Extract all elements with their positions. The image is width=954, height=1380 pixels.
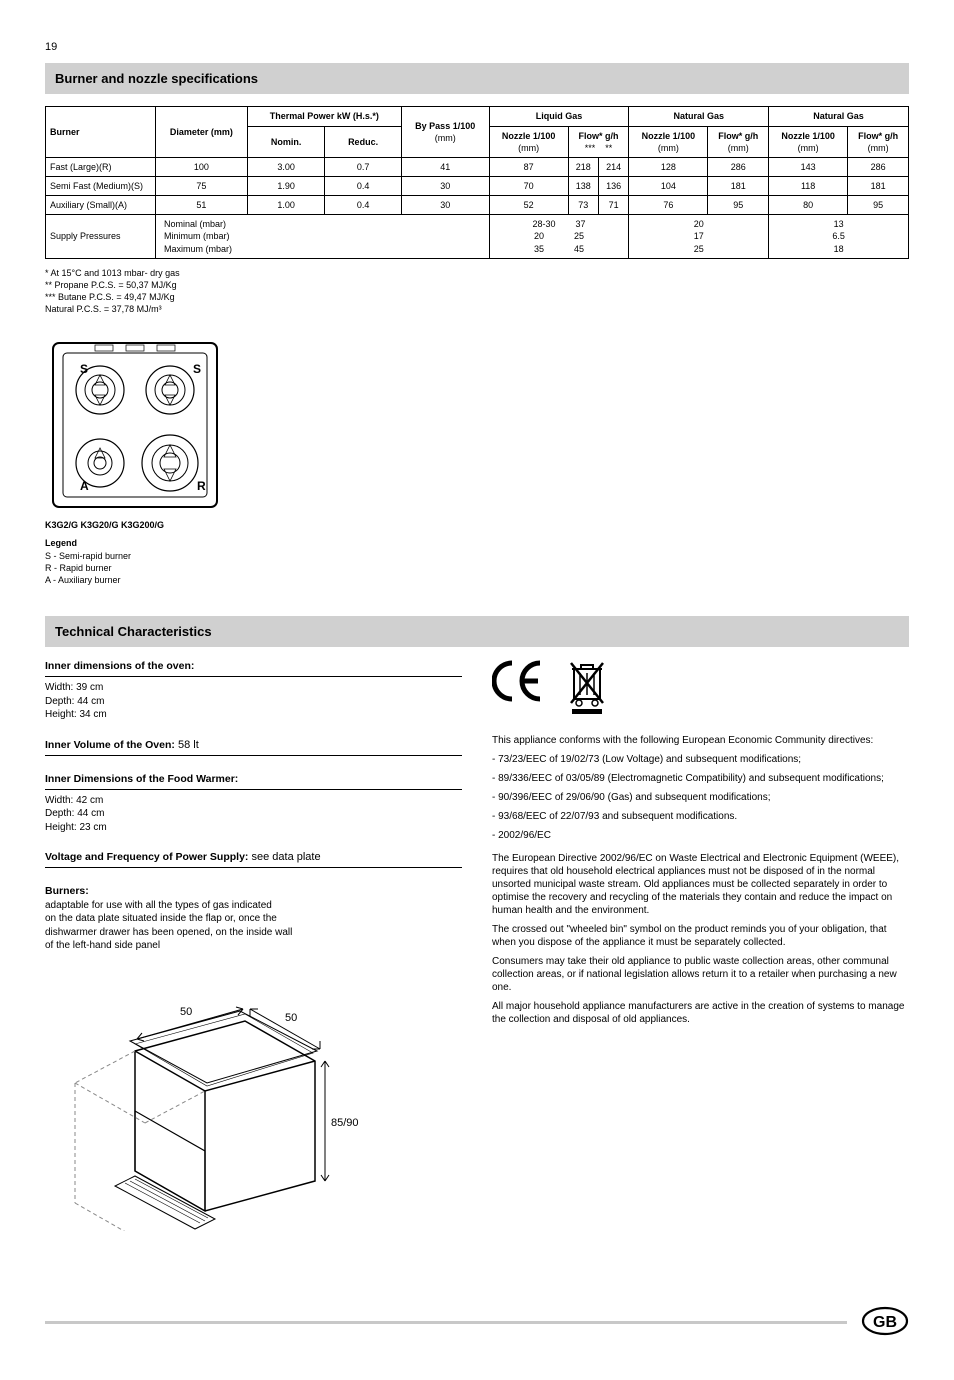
tech-right-column: This appliance conforms with the followi… [492,659,909,1265]
bottom-bar: GB [45,1306,909,1341]
compliance-text: This appliance conforms with the followi… [492,734,909,1026]
table-row: Fast (Large)(R)1003.000.7418721821412828… [46,157,909,176]
svg-text:50: 50 [180,1006,192,1018]
dimensions-diagram: 50 50 85/90 [45,971,462,1236]
tech-section-header: Technical Characteristics [45,616,909,648]
table-row: Supply Pressures Nominal (mbar) Minimum … [46,215,909,258]
cooktop-legend: Legend S - Semi-rapid burner R - Rapid b… [45,537,909,586]
weee-bin-icon [566,659,608,720]
tech-left-column: Inner dimensions of the oven: Width: 39 … [45,659,462,1265]
svg-text:A: A [80,479,89,493]
table-row: Semi Fast (Medium)(S)751.900.43070138136… [46,176,909,195]
cooktop-diagram: S S A R K3G2/G K3G20/G K3G200/G Legend S… [45,335,909,586]
svg-text:50: 50 [285,1012,297,1024]
table-row: Auxiliary (Small)(A)511.000.430527371769… [46,196,909,215]
svg-text:R: R [197,479,206,493]
ce-mark-icon [492,659,552,708]
table-footnotes: * At 15°C and 1013 mbar- dry gas ** Prop… [45,267,909,316]
svg-text:85/90: 85/90 [331,1117,359,1129]
page-number: 19 [45,40,909,55]
burner-spec-table: Burner Diameter (mm) Thermal Power kW (H… [45,106,909,258]
model-code: K3G2/G K3G20/G K3G200/G [45,519,909,531]
burner-section-header: Burner and nozzle specifications [45,63,909,95]
svg-text:S: S [193,362,201,376]
svg-text:S: S [80,362,88,376]
gb-badge-icon: GB [861,1306,909,1341]
svg-text:GB: GB [873,1314,897,1331]
